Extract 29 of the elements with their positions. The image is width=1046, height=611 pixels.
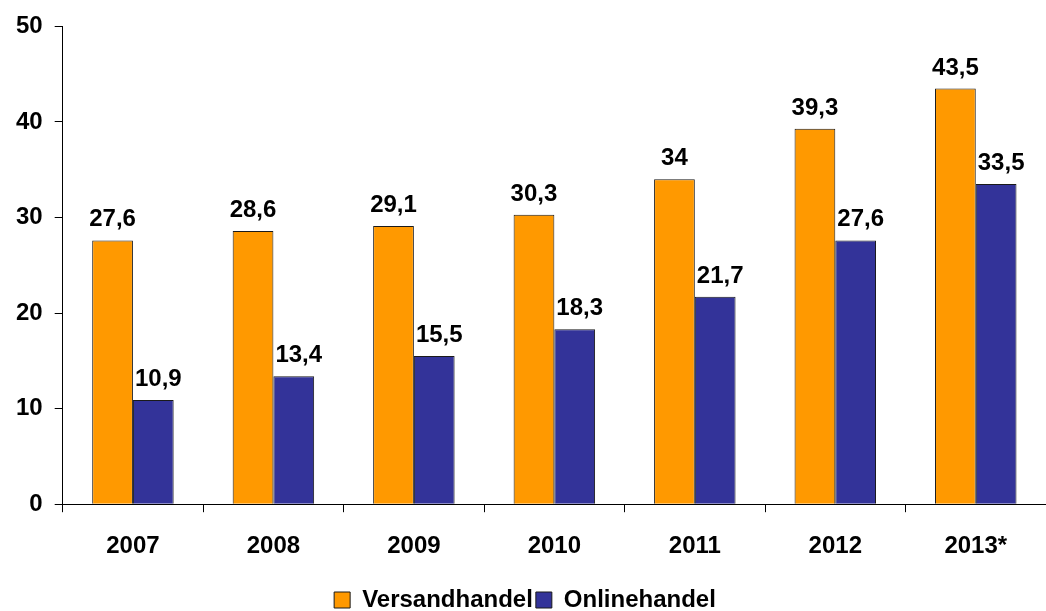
data-label: 33,5 <box>977 148 1025 176</box>
data-label: 43,5 <box>932 52 979 80</box>
data-label: 15,5 <box>415 320 463 348</box>
data-label: 27,6 <box>837 204 885 232</box>
y-tick-label: 50 <box>15 11 43 39</box>
x-tick-label: 2007 <box>106 531 160 559</box>
y-tick-label: 40 <box>15 106 43 134</box>
x-tick-label: 2013* <box>944 531 1008 559</box>
x-tick-label: 2008 <box>246 531 301 559</box>
data-label: 29,1 <box>370 190 417 218</box>
data-label: 18,3 <box>556 293 604 321</box>
data-label: 27,6 <box>89 204 136 232</box>
data-label: 34 <box>661 143 689 171</box>
y-tick-label: 30 <box>15 202 43 230</box>
x-tick-label: 2011 <box>668 531 721 559</box>
legend-label: Onlinehandel <box>563 584 716 611</box>
x-tick-label: 2009 <box>387 531 441 559</box>
data-label: 30,3 <box>510 178 558 206</box>
legend-label: Versandhandel <box>362 584 533 611</box>
y-tick-label: 10 <box>15 393 43 421</box>
y-tick-label: 20 <box>15 297 43 325</box>
data-label: 13,4 <box>275 340 323 368</box>
data-label: 10,9 <box>134 364 182 392</box>
data-label: 28,6 <box>229 194 277 222</box>
x-tick-label: 2010 <box>527 531 582 559</box>
data-label: 39,3 <box>791 92 839 120</box>
data-label: 21,7 <box>696 260 744 288</box>
x-tick-label: 2012 <box>808 531 862 559</box>
y-tick-label: 0 <box>29 488 43 516</box>
